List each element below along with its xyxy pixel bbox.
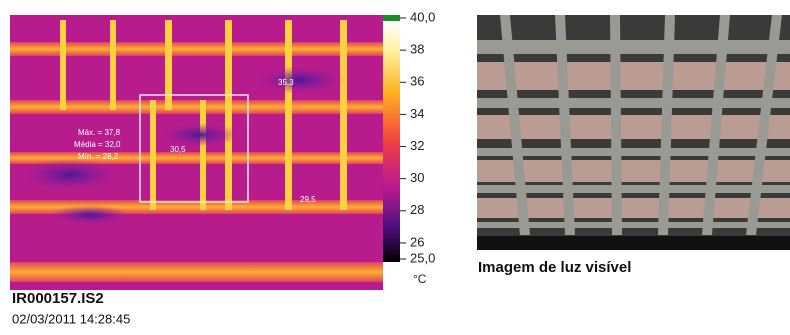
stat-mean: Média = 32,0 <box>74 140 121 149</box>
tick-label: 38 <box>410 42 424 57</box>
thermal-image: Máx. = 37,8 Média = 32,0 Mín. = 28,2 30,… <box>10 15 383 290</box>
stat-min: Mín. = 28,2 <box>78 152 119 161</box>
tick-label: 26 <box>410 234 424 249</box>
tick-label: 28 <box>410 202 424 217</box>
visible-photo <box>477 15 790 250</box>
box-center-temp: 30,5 <box>170 145 186 154</box>
tick-label: 25,0 <box>410 250 435 265</box>
stat-max: Máx. = 37,8 <box>78 128 121 137</box>
scale-unit: °C <box>413 272 427 286</box>
tick-label: 30 <box>410 170 424 185</box>
file-name: IR000157.IS2 <box>12 290 104 307</box>
scale-top <box>383 15 400 21</box>
photo-caption: Imagem de luz visível <box>478 259 631 276</box>
tick-label: 40,0 <box>410 9 435 24</box>
tick-label: 34 <box>410 106 424 121</box>
spot-temp: 35,3 <box>278 78 294 87</box>
color-bar <box>383 21 400 262</box>
figure: Máx. = 37,8 Média = 32,0 Mín. = 28,2 30,… <box>0 0 790 330</box>
spot-temp: 29,5 <box>300 195 316 204</box>
tick-label: 36 <box>410 74 424 89</box>
timestamp: 02/03/2011 14:28:45 <box>12 311 130 326</box>
tick-label: 32 <box>410 138 424 153</box>
